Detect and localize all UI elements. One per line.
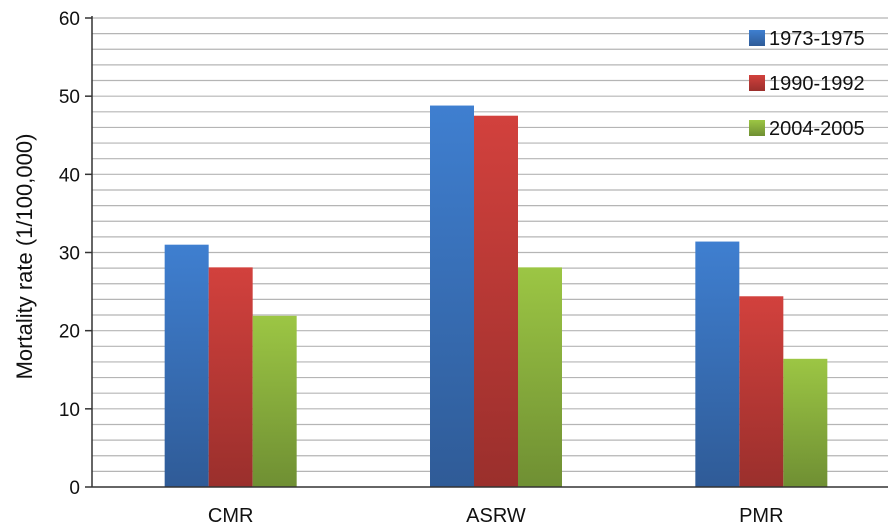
y-tick-label: 0 xyxy=(69,478,80,499)
bar-asrw-1973-1975 xyxy=(430,105,474,488)
legend-label-2004-2005: 2004-2005 xyxy=(769,118,865,140)
bars xyxy=(164,105,828,488)
bar-cmr-2004-2005 xyxy=(252,315,297,487)
legend-swatch-1990-1992 xyxy=(749,75,765,91)
bar-cmr-1990-1992 xyxy=(208,267,253,487)
legend-swatch-2004-2005 xyxy=(749,120,765,136)
y-tick-labels: 0 10 20 30 40 50 60 xyxy=(59,9,80,499)
category-label-cmr: CMR xyxy=(208,505,254,527)
category-label-pmr: PMR xyxy=(739,505,783,527)
legend-label-1973-1975: 1973-1975 xyxy=(769,28,865,50)
legend-label-1990-1992: 1990-1992 xyxy=(769,73,865,95)
y-tick-label: 10 xyxy=(59,400,80,421)
bar-pmr-1990-1992 xyxy=(739,296,784,487)
axes xyxy=(85,16,888,488)
bar-asrw-2004-2005 xyxy=(518,267,562,487)
y-tick-label: 30 xyxy=(59,244,80,265)
bar-pmr-1973-1975 xyxy=(695,241,740,487)
legend: 1973-1975 1990-1992 2004-2005 xyxy=(749,28,865,140)
y-tick-label: 20 xyxy=(59,322,80,343)
category-label-asrw: ASRW xyxy=(466,505,526,527)
y-tick-label: 50 xyxy=(59,87,80,108)
bar-pmr-2004-2005 xyxy=(783,358,828,487)
y-tick-label: 60 xyxy=(59,9,80,30)
legend-swatch-1973-1975 xyxy=(749,30,765,46)
y-tick-label: 40 xyxy=(59,165,80,186)
bar-cmr-1973-1975 xyxy=(164,244,209,487)
bar-asrw-1990-1992 xyxy=(474,115,518,487)
category-labels: CMR ASRW PMR xyxy=(208,505,784,527)
y-axis-title: Mortality rate (1/100,000) xyxy=(12,134,37,380)
